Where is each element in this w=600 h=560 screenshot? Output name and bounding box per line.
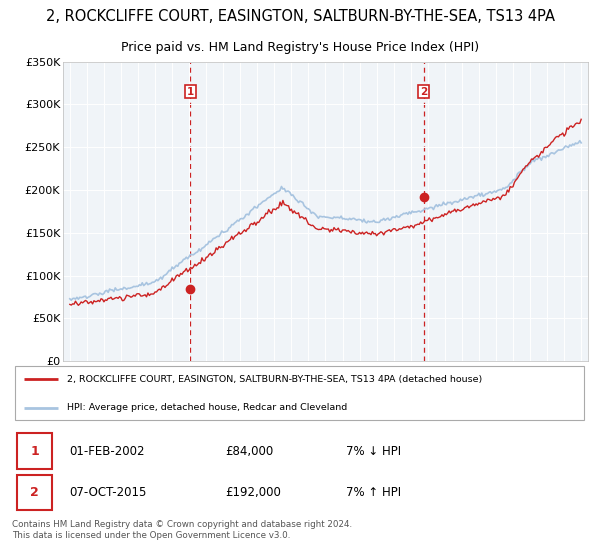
- Text: Contains HM Land Registry data © Crown copyright and database right 2024.
This d: Contains HM Land Registry data © Crown c…: [12, 520, 352, 539]
- Text: 2: 2: [30, 486, 39, 499]
- Text: £192,000: £192,000: [225, 486, 281, 499]
- Text: 7% ↓ HPI: 7% ↓ HPI: [346, 445, 401, 458]
- Text: 07-OCT-2015: 07-OCT-2015: [70, 486, 147, 499]
- Text: 01-FEB-2002: 01-FEB-2002: [70, 445, 145, 458]
- Text: 1: 1: [187, 87, 194, 96]
- FancyBboxPatch shape: [17, 475, 52, 510]
- FancyBboxPatch shape: [15, 366, 584, 421]
- Text: 7% ↑ HPI: 7% ↑ HPI: [346, 486, 401, 499]
- Text: 1: 1: [30, 445, 39, 458]
- FancyBboxPatch shape: [17, 433, 52, 469]
- Text: £84,000: £84,000: [225, 445, 274, 458]
- Text: HPI: Average price, detached house, Redcar and Cleveland: HPI: Average price, detached house, Redc…: [67, 403, 347, 412]
- Text: Price paid vs. HM Land Registry's House Price Index (HPI): Price paid vs. HM Land Registry's House …: [121, 41, 479, 54]
- Text: 2: 2: [420, 87, 427, 96]
- Text: 2, ROCKCLIFFE COURT, EASINGTON, SALTBURN-BY-THE-SEA, TS13 4PA (detached house): 2, ROCKCLIFFE COURT, EASINGTON, SALTBURN…: [67, 375, 482, 384]
- Text: 2, ROCKCLIFFE COURT, EASINGTON, SALTBURN-BY-THE-SEA, TS13 4PA: 2, ROCKCLIFFE COURT, EASINGTON, SALTBURN…: [46, 10, 554, 24]
